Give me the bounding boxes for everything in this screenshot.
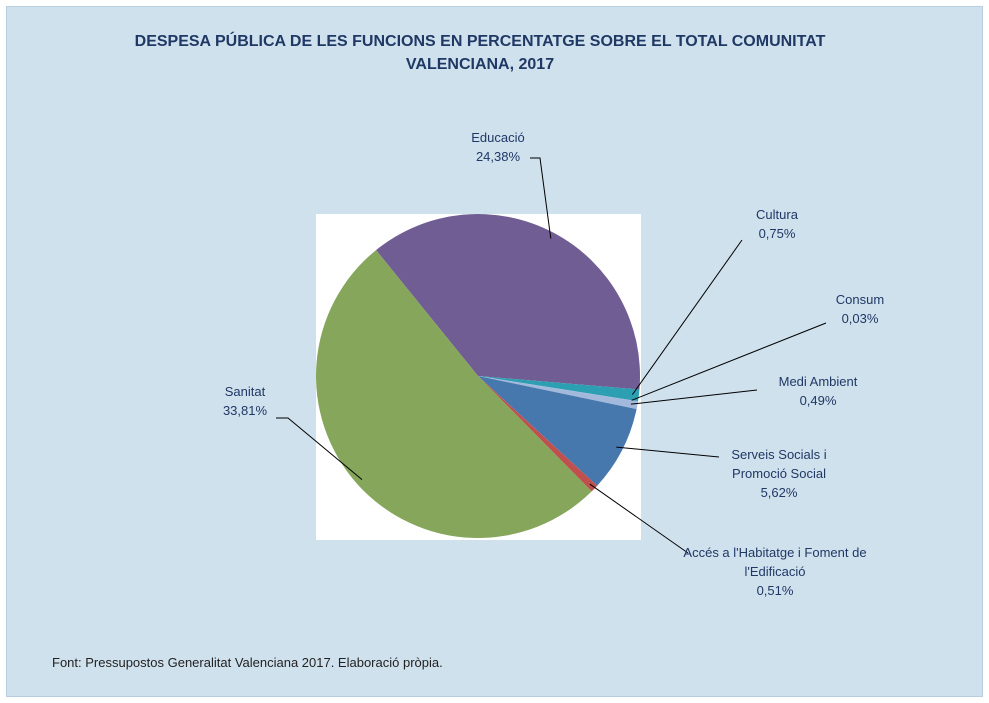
- label-name: Medi Ambient: [778, 374, 858, 389]
- chart-title: DESPESA PÚBLICA DE LES FUNCIONS EN PERCE…: [134, 33, 826, 73]
- data-label: Sanitat 33,81%: [195, 382, 295, 420]
- label-name: Educació: [471, 130, 525, 145]
- leader-line: [530, 157, 552, 239]
- label-value: 0,75%: [758, 226, 796, 241]
- pie-slice: [478, 376, 598, 492]
- pie-slice: [478, 376, 640, 402]
- label-name: Serveis Socials i Promoció Social: [731, 447, 827, 481]
- pie-slice: [478, 376, 639, 402]
- data-label: Accés a l'Habitatge i Foment de l'Edific…: [683, 543, 868, 600]
- leader-line: [589, 483, 689, 554]
- data-label: Cultura 0,75%: [717, 205, 837, 243]
- data-label: Serveis Socials i Promoció Social 5,62%: [714, 445, 844, 502]
- label-name: Cultura: [756, 207, 798, 222]
- label-name: Sanitat: [224, 384, 266, 399]
- label-value: 0,03%: [841, 311, 879, 326]
- label-value: 0,51%: [756, 583, 794, 598]
- pie-slice: [478, 376, 637, 486]
- label-value: 0,49%: [799, 393, 837, 408]
- pie-slice: [376, 214, 641, 390]
- label-value: 5,62%: [760, 485, 798, 500]
- label-value: 24,38%: [475, 149, 521, 164]
- leader-line: [630, 389, 758, 405]
- label-name: Accés a l'Habitatge i Foment de l'Edific…: [683, 545, 867, 579]
- leader-line: [276, 417, 363, 481]
- label-value: 33,81%: [222, 403, 268, 418]
- source-note: Font: Pressupostos Generalitat Valencian…: [52, 655, 443, 670]
- pie-slice: [316, 250, 592, 538]
- label-name: Consum: [835, 292, 885, 307]
- data-label: Medi Ambient 0,49%: [748, 372, 888, 410]
- data-label: Consum 0,03%: [800, 290, 920, 328]
- pie-slice: [478, 376, 638, 410]
- leader-line: [631, 239, 743, 395]
- leader-line: [631, 322, 827, 401]
- data-label: Educació 24,38%: [438, 128, 558, 166]
- leader-line: [616, 446, 720, 458]
